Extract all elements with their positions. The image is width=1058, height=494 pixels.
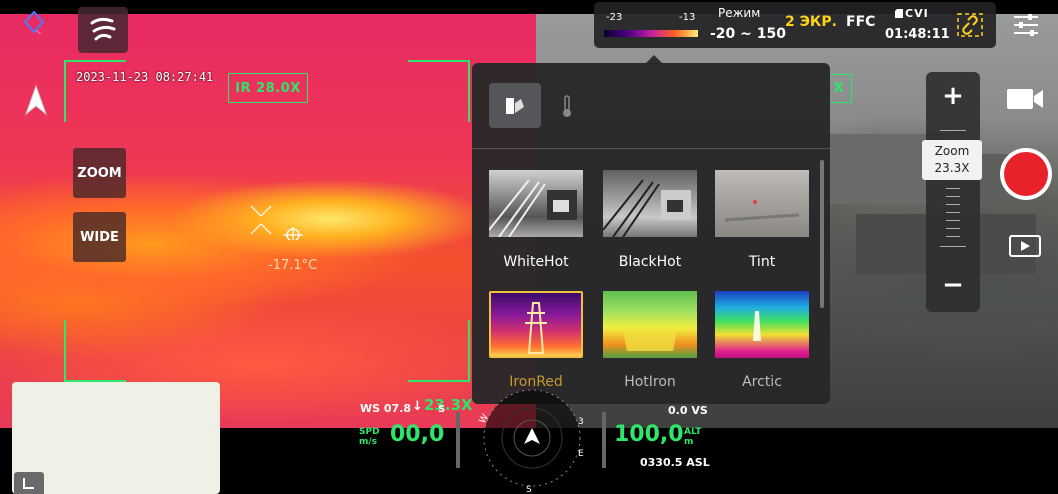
recorder-status: CVI: [895, 7, 929, 20]
diamond-icon[interactable]: [22, 10, 46, 35]
popup-caret: [645, 55, 663, 64]
zoom-tick: [946, 212, 960, 213]
zoom-in-button[interactable]: +: [942, 81, 964, 111]
altitude-asl: 0330.5 ASL: [640, 456, 710, 469]
zoom-tick: [946, 196, 960, 197]
drone-logo-icon: [90, 17, 116, 41]
speed-tape: [456, 412, 460, 468]
altitude-label-top: ALT: [684, 427, 702, 437]
tab-temperature[interactable]: [552, 83, 582, 128]
link-icon[interactable]: [956, 12, 984, 38]
scale-max-temp: -13: [679, 12, 696, 23]
record-button[interactable]: [1000, 148, 1052, 200]
frame-corner-top-right: [408, 60, 470, 122]
speed-label-unit: m/s: [359, 437, 378, 447]
palette-label-tint: Tint: [748, 254, 776, 270]
status-bar: [594, 2, 996, 48]
visual-zoom-indicator: X: [830, 74, 852, 103]
zoom-overlay: 23.3X: [424, 396, 473, 414]
popup-scrollbar[interactable]: [820, 160, 824, 308]
frame-corner-bottom-right: [408, 320, 470, 382]
ir-zoom-indicator: IR 28.0X: [228, 73, 308, 103]
ground-speed: 00,0: [390, 422, 445, 447]
vertical-speed: 0.0 VS: [668, 404, 708, 417]
palette-thumb-arctic[interactable]: [715, 291, 809, 358]
flight-time: 01:48:11: [885, 27, 950, 42]
palette-label-ironred: IronRed: [509, 374, 563, 390]
record-indicator: [1004, 152, 1048, 196]
screen-mode-button[interactable]: 2 ЭКР.: [785, 14, 837, 30]
zoom-button[interactable]: ZOOM: [73, 148, 126, 198]
frame-corner-top-left: [64, 60, 126, 122]
zoom-value: 23.3X: [934, 161, 970, 175]
brand-logo-button[interactable]: [78, 7, 128, 53]
mode-label: Режим: [718, 6, 761, 20]
palette-thumb-whitehot[interactable]: [489, 170, 583, 237]
zoom-tick: [946, 188, 960, 189]
compass-s: S: [438, 404, 446, 415]
wide-button[interactable]: WIDE: [73, 212, 126, 262]
palette-thumb-tint[interactable]: [715, 170, 809, 237]
zoom-tick: [946, 236, 960, 237]
mini-map-toggle[interactable]: [14, 472, 44, 494]
palette-label-blackhot: BlackHot: [618, 254, 682, 270]
altitude-label-unit: m: [684, 437, 694, 447]
palette-thumb-blackhot[interactable]: [603, 170, 697, 237]
palette-thumb-ironred[interactable]: [489, 291, 583, 358]
video-camera-icon[interactable]: [1005, 86, 1045, 112]
zoom-tick: [946, 220, 960, 221]
svg-text:E: E: [578, 449, 584, 459]
frame-corner-bottom-left: [64, 320, 126, 382]
palette-label-hotiron: HotIron: [624, 374, 676, 390]
svg-text:S: S: [526, 485, 532, 494]
scale-min-temp: -23: [606, 12, 623, 23]
popup-header: [472, 63, 830, 149]
temperature-color-scale[interactable]: [604, 30, 698, 37]
tab-palette[interactable]: [489, 83, 541, 128]
altitude-label: ALT m: [684, 427, 701, 447]
ffc-button[interactable]: FFC: [846, 14, 876, 30]
spot-temperature: -17.1°C: [268, 258, 318, 273]
crosshair-icon: [247, 204, 307, 242]
navigation-arrow-icon: [22, 84, 50, 118]
timestamp: 2023-11-23 08:27:41: [76, 70, 214, 84]
altitude-tape: [602, 412, 606, 468]
corner-arrow-icon: [23, 478, 34, 489]
recorder-label: CVI: [905, 7, 929, 20]
svg-text:3: 3: [578, 417, 584, 427]
thermometer-icon: [563, 94, 571, 117]
wind-speed: WS 07.8: [360, 402, 412, 415]
palette-icon: [506, 97, 524, 114]
speed-label-top: SPD: [359, 427, 380, 437]
settings-sliders-icon[interactable]: [1012, 12, 1040, 38]
palette-thumb-hotiron[interactable]: [603, 291, 697, 358]
mini-map[interactable]: [12, 382, 220, 494]
zoom-label: Zoom: [934, 144, 970, 158]
zoom-tick: [946, 228, 960, 229]
palette-label-whitehot: WhiteHot: [503, 254, 569, 270]
sd-card-icon: [895, 9, 903, 18]
zoom-tick: [940, 130, 966, 131]
play-icon: [1021, 241, 1030, 251]
altitude: 100,0: [614, 422, 684, 447]
playback-button[interactable]: [1009, 235, 1041, 257]
compass: W 3 E S: [470, 388, 594, 494]
zoom-tick: [946, 204, 960, 205]
wind-direction-icon: ↓: [412, 399, 423, 414]
zoom-slider[interactable]: [926, 72, 980, 312]
zoom-tick: [940, 246, 966, 247]
mode-range[interactable]: -20 ~ 150: [710, 26, 786, 42]
zoom-level-badge[interactable]: Zoom 23.3X: [922, 140, 982, 180]
palette-label-arctic: Arctic: [742, 374, 782, 390]
speed-label: SPD m/s: [359, 427, 380, 447]
zoom-out-button[interactable]: −: [942, 270, 964, 300]
